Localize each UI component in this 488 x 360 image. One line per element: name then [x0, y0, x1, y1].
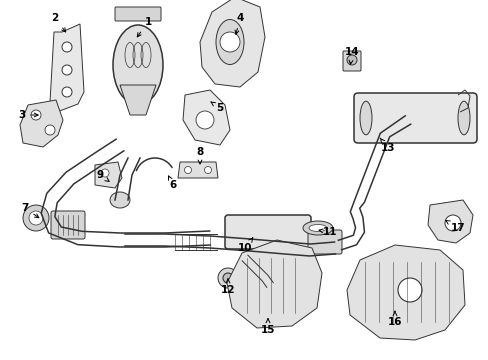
FancyBboxPatch shape — [353, 93, 476, 143]
Circle shape — [196, 111, 214, 129]
Circle shape — [31, 110, 41, 120]
Text: 10: 10 — [237, 238, 252, 253]
Polygon shape — [20, 100, 63, 147]
Ellipse shape — [308, 225, 326, 231]
Text: 14: 14 — [344, 47, 359, 64]
Circle shape — [220, 32, 240, 52]
Ellipse shape — [457, 101, 469, 135]
Circle shape — [346, 55, 356, 65]
Circle shape — [62, 65, 72, 75]
Text: 15: 15 — [260, 319, 275, 335]
Circle shape — [62, 42, 72, 52]
Polygon shape — [183, 90, 229, 145]
Circle shape — [397, 278, 421, 302]
FancyBboxPatch shape — [115, 7, 161, 21]
Circle shape — [101, 169, 109, 177]
Text: 4: 4 — [235, 13, 243, 34]
FancyBboxPatch shape — [342, 51, 360, 71]
Text: 12: 12 — [220, 279, 235, 295]
Circle shape — [218, 268, 238, 288]
Circle shape — [45, 125, 55, 135]
FancyBboxPatch shape — [224, 215, 310, 249]
Circle shape — [184, 166, 191, 174]
Polygon shape — [427, 200, 472, 243]
Polygon shape — [226, 240, 321, 328]
Text: 5: 5 — [211, 102, 223, 113]
Circle shape — [204, 166, 211, 174]
Ellipse shape — [113, 25, 163, 105]
Circle shape — [223, 273, 232, 283]
Polygon shape — [200, 0, 264, 87]
Text: 9: 9 — [96, 170, 109, 181]
Text: 13: 13 — [379, 138, 394, 153]
FancyBboxPatch shape — [51, 211, 85, 239]
Polygon shape — [50, 24, 84, 112]
Circle shape — [23, 205, 49, 231]
Circle shape — [29, 211, 43, 225]
Polygon shape — [120, 85, 156, 115]
Ellipse shape — [303, 221, 332, 235]
Text: 11: 11 — [318, 227, 337, 237]
Text: 7: 7 — [21, 203, 39, 218]
FancyBboxPatch shape — [307, 230, 341, 254]
Polygon shape — [95, 162, 122, 188]
Polygon shape — [346, 245, 464, 340]
Text: 8: 8 — [196, 147, 203, 164]
Text: 1: 1 — [137, 17, 151, 37]
Text: 17: 17 — [445, 220, 465, 233]
Text: 2: 2 — [51, 13, 65, 32]
Text: 3: 3 — [19, 110, 38, 120]
Ellipse shape — [216, 19, 244, 64]
Ellipse shape — [110, 192, 130, 208]
Ellipse shape — [359, 101, 371, 135]
Text: 16: 16 — [387, 311, 402, 327]
Polygon shape — [178, 162, 218, 178]
Text: 6: 6 — [168, 176, 176, 190]
Circle shape — [62, 87, 72, 97]
Circle shape — [444, 215, 460, 231]
